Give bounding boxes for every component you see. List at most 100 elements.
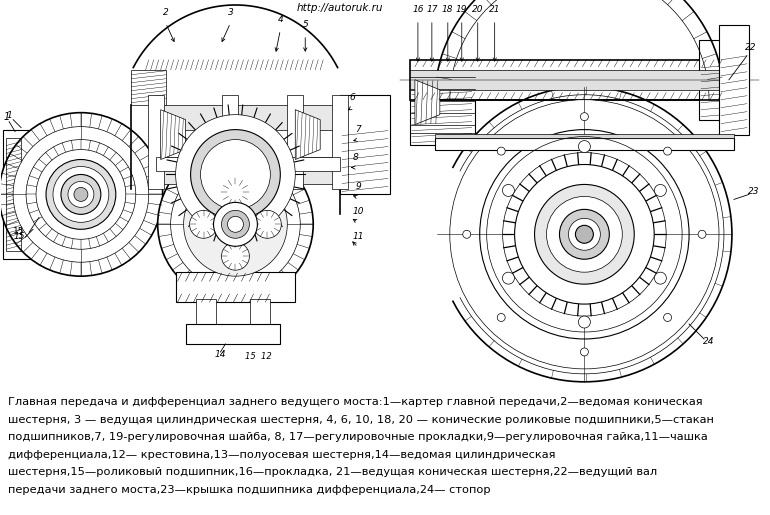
Polygon shape [131, 70, 166, 105]
Circle shape [503, 272, 514, 284]
Circle shape [664, 314, 671, 321]
Circle shape [547, 196, 622, 272]
Circle shape [46, 160, 116, 229]
Circle shape [36, 149, 126, 239]
Text: 9: 9 [355, 182, 361, 192]
Bar [3, 130, 38, 259]
Bar [196, 299, 216, 329]
Text: 15: 15 [13, 227, 25, 236]
Text: http://autoruk.ru: http://autoruk.ru [297, 3, 383, 13]
Circle shape [514, 164, 654, 304]
Circle shape [158, 147, 313, 302]
Circle shape [13, 127, 149, 262]
Text: шестерня,15—роликовый подшипник,16—прокладка, 21—ведущая коническая шестерня,22—: шестерня,15—роликовый подшипник,16—прокл… [8, 468, 657, 477]
Bar [156, 157, 340, 171]
Bar [435, 138, 734, 149]
Text: 19: 19 [456, 5, 467, 14]
Text: 3: 3 [228, 8, 233, 17]
Circle shape [581, 113, 588, 121]
Circle shape [654, 184, 666, 196]
Bar [250, 299, 270, 329]
Bar [410, 65, 475, 145]
Text: 7: 7 [355, 125, 361, 133]
Text: 16: 16 [412, 5, 424, 14]
Text: 11: 11 [353, 232, 364, 241]
Circle shape [450, 100, 719, 369]
Circle shape [575, 226, 594, 243]
Text: 20: 20 [472, 5, 484, 14]
Bar [719, 25, 749, 134]
Circle shape [213, 202, 257, 246]
Text: 1: 1 [6, 111, 12, 119]
Text: 5: 5 [303, 20, 308, 29]
Bar [340, 95, 390, 195]
Bar [332, 95, 348, 190]
Circle shape [171, 160, 300, 289]
Text: 24: 24 [703, 337, 715, 346]
Circle shape [26, 140, 136, 249]
Circle shape [68, 181, 94, 208]
Text: шестерня, 3 — ведущая цилиндрическая шестерня, 4, 6, 10, 18, 20 — конические рол: шестерня, 3 — ведущая цилиндрическая шес… [8, 415, 714, 424]
Bar [6, 138, 21, 251]
Circle shape [534, 184, 634, 284]
Circle shape [581, 348, 588, 356]
Text: 15: 15 [13, 232, 25, 241]
Circle shape [222, 210, 249, 238]
Bar [435, 133, 734, 138]
Circle shape [183, 173, 287, 276]
Circle shape [253, 210, 281, 238]
Bar [223, 95, 239, 190]
Circle shape [568, 218, 601, 250]
Text: 6: 6 [350, 93, 355, 101]
Polygon shape [295, 110, 320, 160]
Text: 2: 2 [162, 8, 169, 17]
Text: 23: 23 [748, 187, 760, 196]
Circle shape [53, 166, 109, 222]
Circle shape [200, 140, 270, 210]
Circle shape [480, 130, 689, 339]
Circle shape [222, 179, 249, 207]
Text: 17: 17 [426, 5, 437, 14]
Polygon shape [415, 80, 440, 125]
Circle shape [222, 242, 249, 270]
Bar [156, 105, 340, 130]
Circle shape [189, 210, 217, 238]
Bar [410, 70, 729, 90]
Text: 4: 4 [277, 15, 283, 24]
Bar [287, 95, 303, 190]
Circle shape [497, 314, 505, 321]
Text: 1: 1 [3, 112, 9, 122]
Bar [176, 272, 295, 302]
Text: передачи заднего моста,23—крышка подшипника дифференциала,24— стопор: передачи заднего моста,23—крышка подшипн… [8, 485, 490, 495]
Text: подшипников,7, 19-регулировочная шайба, 8, 17—регулировочные прокладки,9—регулир: подшипников,7, 19-регулировочная шайба, … [8, 432, 708, 442]
Text: 22: 22 [745, 43, 757, 52]
Circle shape [463, 230, 470, 238]
Circle shape [698, 230, 706, 238]
Circle shape [578, 316, 591, 328]
Bar [156, 157, 340, 184]
Text: 15  12: 15 12 [245, 352, 272, 361]
Bar [390, 0, 768, 389]
Circle shape [191, 130, 280, 219]
Bar [410, 60, 729, 100]
Circle shape [0, 113, 162, 276]
Circle shape [503, 152, 666, 316]
Circle shape [176, 115, 295, 234]
Circle shape [74, 187, 88, 201]
Circle shape [664, 147, 671, 155]
Circle shape [654, 272, 666, 284]
Circle shape [578, 141, 591, 152]
Text: 21: 21 [489, 5, 500, 14]
Text: 14: 14 [215, 350, 226, 359]
Text: Главная передача и дифференциал заднего ведущего моста:1—картер главной передачи: Главная передача и дифференциал заднего … [8, 397, 702, 407]
Circle shape [61, 175, 101, 214]
Bar [148, 95, 164, 190]
Text: 18: 18 [442, 5, 454, 14]
Circle shape [503, 184, 514, 196]
Text: 10: 10 [353, 208, 364, 216]
Bar [186, 324, 280, 344]
Text: дифференциала,12— крестовина,13—полуосевая шестерня,14—ведомая цилиндрическая: дифференциала,12— крестовина,13—полуосев… [8, 450, 555, 460]
Circle shape [497, 147, 505, 155]
Bar [2, 0, 390, 389]
Circle shape [227, 216, 243, 232]
